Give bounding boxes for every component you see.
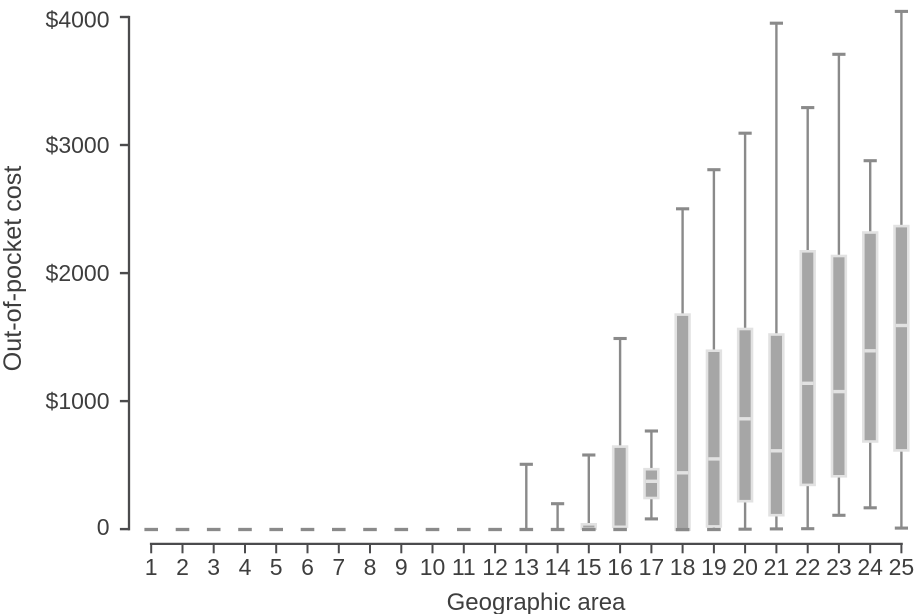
svg-text:$2000: $2000 (46, 260, 110, 286)
svg-text:8: 8 (364, 554, 377, 580)
svg-text:15: 15 (576, 554, 602, 580)
svg-text:$4000: $4000 (46, 7, 110, 33)
svg-text:25: 25 (889, 554, 915, 580)
svg-text:0: 0 (97, 514, 110, 540)
svg-text:22: 22 (795, 554, 821, 580)
svg-text:Geographic area: Geographic area (447, 589, 626, 614)
svg-text:16: 16 (607, 554, 633, 580)
svg-text:7: 7 (332, 554, 345, 580)
svg-text:10: 10 (420, 554, 446, 580)
svg-text:14: 14 (545, 554, 571, 580)
svg-text:4: 4 (239, 554, 252, 580)
svg-text:12: 12 (482, 554, 508, 580)
svg-text:19: 19 (701, 554, 727, 580)
svg-text:18: 18 (670, 554, 696, 580)
svg-text:11: 11 (452, 554, 476, 580)
svg-text:23: 23 (826, 554, 852, 580)
svg-text:6: 6 (301, 554, 314, 580)
svg-text:24: 24 (857, 554, 883, 580)
svg-text:17: 17 (639, 554, 665, 580)
svg-text:3: 3 (207, 554, 220, 580)
svg-text:5: 5 (270, 554, 283, 580)
svg-text:9: 9 (395, 554, 408, 580)
svg-text:13: 13 (514, 554, 540, 580)
svg-text:Out-of-pocket cost: Out-of-pocket cost (0, 166, 27, 372)
svg-text:20: 20 (732, 554, 758, 580)
svg-text:$3000: $3000 (46, 132, 110, 158)
svg-text:1: 1 (145, 554, 158, 580)
svg-text:$1000: $1000 (46, 388, 110, 414)
svg-text:2: 2 (176, 554, 189, 580)
svg-text:21: 21 (764, 554, 790, 580)
